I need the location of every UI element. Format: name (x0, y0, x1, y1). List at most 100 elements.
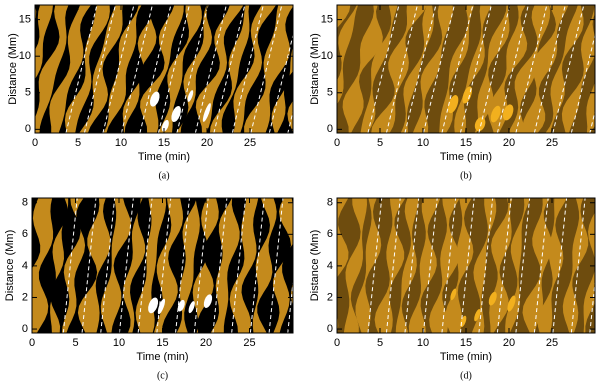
fit-line (157, 5, 190, 133)
x-tick-label: 0 (29, 337, 35, 349)
x-tick-label: 25 (243, 337, 255, 349)
contour-band (106, 5, 158, 133)
fit-line (570, 33, 595, 133)
fit-line (570, 198, 586, 333)
fit-line (120, 5, 153, 133)
contour-band (374, 198, 406, 333)
plot-area (0, 198, 293, 333)
fit-line (62, 198, 78, 333)
y-tick-label: 8 (327, 197, 333, 209)
fit-line (404, 5, 437, 133)
contour-blob (507, 295, 516, 312)
contour-band (162, 198, 197, 333)
fit-line (139, 5, 172, 133)
x-tick-label: 25 (244, 137, 256, 149)
x-tick-label: 5 (377, 337, 383, 349)
contour-band (124, 5, 175, 133)
contour-blob (202, 103, 211, 122)
fit-line (589, 277, 595, 333)
y-tick-label: 4 (327, 260, 333, 272)
contour-band (206, 5, 246, 133)
contour-band (279, 198, 293, 333)
contour-band (32, 198, 41, 269)
fit-line (194, 5, 227, 133)
y-tick-label: 10 (321, 50, 333, 62)
contour-band (343, 198, 367, 333)
contour-band (277, 71, 293, 133)
contour-blob (203, 294, 213, 309)
y-tick-label: 5 (25, 87, 31, 99)
caption: (c) (157, 370, 168, 381)
contour-band (342, 5, 383, 133)
caption: (a) (158, 170, 169, 181)
x-tick-label: 10 (113, 337, 125, 349)
fit-line (422, 5, 455, 133)
x-tick-label: 0 (334, 337, 340, 349)
y-tick-label: 10 (19, 50, 31, 62)
x-axis-label: Time (min) (136, 351, 188, 363)
contour-band (184, 198, 209, 333)
fit-line (533, 5, 566, 133)
x-axis-label: Time (min) (138, 151, 190, 163)
contour-band (400, 5, 434, 133)
fit-line (367, 5, 400, 133)
y-axis-label: Distance (Mm) (4, 230, 16, 302)
fit-line (249, 198, 265, 333)
fit-line (459, 5, 492, 133)
contour-band (583, 212, 595, 333)
x-axis-label: Time (min) (440, 351, 492, 363)
x-axis-label: Time (min) (440, 151, 492, 163)
y-tick-label: 6 (22, 228, 28, 240)
fit-line (81, 198, 97, 333)
contour-band (155, 5, 189, 133)
contour-blob (171, 105, 181, 123)
contour-band (111, 198, 141, 333)
y-tick-label: 6 (327, 228, 333, 240)
contour-band (240, 5, 279, 133)
fit-line (496, 5, 529, 133)
fit-line (176, 5, 209, 133)
contour-band (35, 5, 41, 50)
contour-blob (187, 90, 194, 102)
x-tick-label: 20 (201, 137, 213, 149)
fit-line (385, 5, 418, 133)
x-tick-label: 25 (546, 137, 558, 149)
fit-line (367, 198, 383, 333)
x-tick-label: 15 (460, 337, 472, 349)
x-tick-label: 25 (546, 337, 558, 349)
fit-line (83, 5, 116, 133)
fit-line (175, 198, 190, 333)
caption: (b) (460, 170, 472, 181)
contour-band (36, 198, 68, 333)
x-tick-label: 5 (72, 337, 78, 349)
contour-band (241, 198, 270, 333)
fit-line (137, 198, 153, 333)
fit-line (515, 5, 548, 133)
fit-line (287, 277, 293, 333)
y-tick-label: 15 (321, 14, 333, 26)
contour-band (337, 198, 349, 333)
contour-band (0, 198, 1, 333)
contour-band (545, 5, 584, 133)
x-tick-label: 5 (377, 137, 383, 149)
y-axis-label: Distance (Mm) (309, 230, 321, 302)
contour-band (35, 5, 60, 118)
y-tick-label: 2 (22, 291, 28, 303)
contour-band (87, 5, 139, 133)
fit-line (118, 198, 134, 333)
contour-band (223, 198, 247, 333)
contour-band (586, 82, 595, 133)
contour-band (561, 5, 595, 133)
fit-line (193, 198, 209, 333)
y-tick-label: 4 (22, 260, 28, 272)
plot-area (337, 5, 595, 133)
contour-band (39, 5, 81, 133)
contour-band (487, 5, 528, 133)
fit-line (478, 198, 494, 333)
contour-band (337, 5, 351, 29)
contour-blob (474, 309, 481, 322)
x-tick-label: 5 (75, 137, 81, 149)
contour-band (197, 198, 232, 333)
